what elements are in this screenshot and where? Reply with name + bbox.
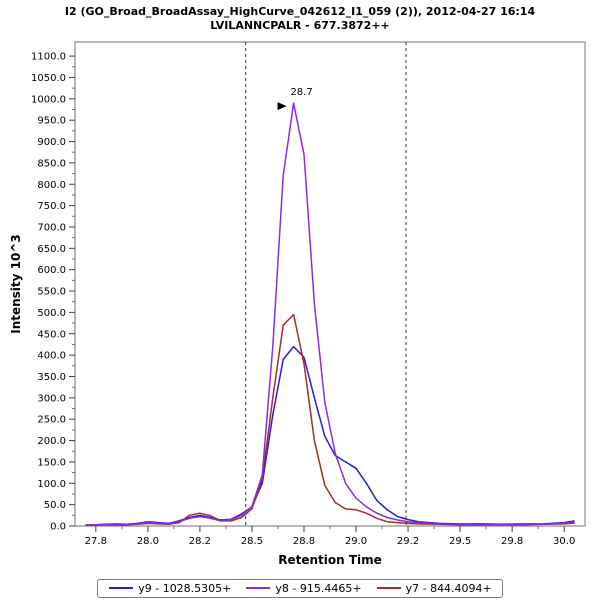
y-tick-label: 450.0 (37, 329, 66, 340)
y-tick-label: 1050.0 (31, 73, 66, 84)
legend-line-marker (246, 587, 271, 589)
chart-header: I2 (GO_Broad_BroadAssay_HighCurve_042612… (0, 0, 600, 34)
legend-box: y9 - 1028.5305+ y8 - 915.4465+ y7 - 844.40… (97, 578, 503, 598)
chromatogram-plot[interactable]: 0.0 50.0 100.0 150.0 200.0 250.0 300.0 350.0 400… (0, 34, 600, 572)
y-tick-label: 850.0 (37, 158, 66, 169)
legend-label: y8 - 915.4465+ (275, 581, 362, 595)
x-tick-label: 29.2 (397, 536, 419, 547)
x-tick-label: 29.0 (345, 536, 367, 547)
x-tick-label: 28.2 (189, 536, 211, 547)
y-tick-label: 800.0 (37, 180, 66, 191)
y-tick-label: 600.0 (37, 265, 66, 276)
chart-subtitle: LVILANNCPALR - 677.3872++ (210, 19, 390, 32)
y-tick-label: 300.0 (37, 393, 66, 404)
x-tick-label: 27.8 (85, 536, 107, 547)
y-tick-label: 200.0 (37, 436, 66, 447)
y-tick-label: 900.0 (37, 137, 66, 148)
x-tick-label: 28.5 (241, 536, 263, 547)
peak-rt-annotation: 28.7 (290, 87, 312, 98)
plot-frame (74, 41, 586, 527)
y-tick-label: 350.0 (37, 372, 66, 383)
y-tick-label: 400.0 (37, 351, 66, 362)
legend-row: y9 - 1028.5305+ y8 - 915.4465+ y7 - 844.40… (0, 578, 600, 598)
y-tick-label: 550.0 (37, 287, 66, 298)
y-tick-label: 100.0 (37, 479, 66, 490)
x-tick-label: 29.8 (501, 536, 523, 547)
y-tick-label: 50.0 (44, 500, 66, 511)
legend-item: y9 - 1028.5305+ (108, 582, 231, 595)
legend-label: y9 - 1028.5305+ (138, 581, 232, 595)
y-tick-label: 250.0 (37, 415, 66, 426)
y-tick-label: 1000.0 (31, 94, 66, 105)
y-tick-label: 700.0 (37, 222, 66, 233)
y-tick-label: 1100.0 (31, 52, 66, 63)
legend-item: y7 - 844.4094+ (376, 582, 492, 595)
chart-title: I2 (GO_Broad_BroadAssay_HighCurve_042612… (64, 5, 536, 18)
x-tick-label: 28.0 (137, 536, 159, 547)
y-tick-label: 500.0 (37, 308, 66, 319)
legend-line-marker (109, 587, 134, 589)
y-tick-label: 150.0 (37, 457, 66, 468)
x-axis-title: Retention Time (278, 553, 382, 567)
x-tick-label: 29.5 (449, 536, 471, 547)
series-line-y8 (85, 102, 575, 526)
legend-item: y8 - 915.4465+ (245, 581, 362, 595)
peak-arrow-icon (277, 102, 287, 111)
y-tick-label: 750.0 (37, 201, 66, 212)
x-tick-label: 30.0 (553, 536, 575, 547)
y-tick-label: 0.0 (50, 522, 66, 533)
legend-label: y7 - 844.4094+ (405, 581, 492, 595)
y-tick-label: 650.0 (37, 244, 66, 255)
y-axis-title: Intensity 10^3 (9, 234, 23, 334)
legend-line-marker (376, 587, 401, 589)
y-tick-label: 950.0 (37, 116, 66, 127)
x-tick-label: 28.8 (293, 536, 315, 547)
